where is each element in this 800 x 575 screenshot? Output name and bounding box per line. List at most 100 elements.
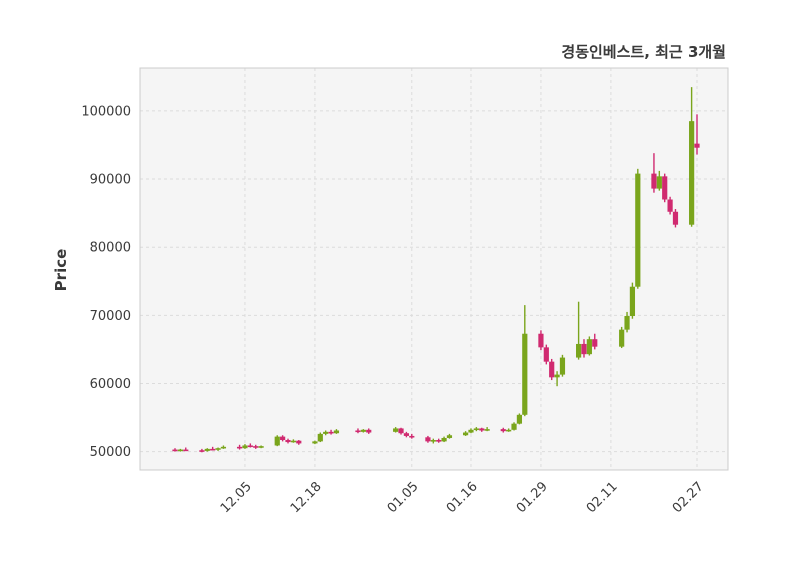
candle-body: [360, 429, 366, 432]
candle-up: [656, 170, 662, 191]
candle-down: [581, 339, 587, 358]
candle-down: [403, 431, 410, 438]
candle-up: [204, 448, 210, 452]
x-tick-label: 02.11: [584, 479, 621, 516]
candle-up: [473, 427, 479, 432]
candle-body: [312, 441, 318, 444]
candle-body: [403, 433, 410, 436]
candle-up: [619, 326, 625, 349]
candle-body: [462, 432, 469, 436]
candle-up: [312, 440, 318, 445]
candle-body: [592, 339, 598, 347]
candle-body: [543, 347, 549, 362]
candle-down: [425, 435, 431, 443]
candle-down: [355, 428, 361, 434]
candle-body: [409, 435, 415, 438]
candle-up: [629, 282, 636, 319]
candle-up: [258, 445, 264, 449]
candle-body: [204, 448, 210, 451]
candle-body: [236, 446, 243, 449]
candle-up: [559, 354, 566, 377]
candle-down: [296, 440, 302, 445]
candle-body: [662, 176, 668, 200]
candle-up: [468, 428, 474, 434]
candle-down: [183, 447, 189, 452]
candle-body: [586, 339, 592, 355]
candle-up: [576, 301, 582, 360]
candle-body: [479, 428, 485, 431]
candle-up: [333, 429, 340, 434]
candle-body: [506, 429, 512, 432]
candle-body: [484, 429, 490, 431]
candle-body: [333, 430, 340, 434]
candle-up: [177, 448, 183, 452]
candle-down: [328, 429, 334, 435]
candle-up: [441, 436, 447, 443]
candle-body: [355, 430, 361, 433]
y-tick-label: 80000: [90, 241, 131, 256]
candle-body: [366, 429, 372, 433]
candle-body: [296, 440, 302, 444]
candle-body: [290, 440, 296, 443]
x-tick-label: 01.05: [385, 479, 422, 516]
y-tick-label: 60000: [90, 377, 131, 392]
candle-down: [549, 358, 555, 381]
candle-body: [624, 316, 630, 330]
plot-border: [139, 67, 729, 471]
candle-body: [328, 431, 334, 434]
candle-body: [516, 414, 523, 424]
candle-body: [247, 445, 253, 448]
candle-down: [662, 173, 668, 203]
y-tick-label: 50000: [90, 445, 131, 460]
candle-body: [581, 343, 587, 355]
candle-body: [656, 176, 662, 189]
candle-body: [559, 357, 566, 375]
candle-body: [629, 286, 636, 317]
candle-body: [210, 448, 216, 451]
candle-body: [242, 445, 248, 449]
x-tick-label: 12.05: [218, 479, 255, 516]
x-tick-label: 12.18: [288, 479, 325, 516]
candle-body: [425, 437, 431, 442]
candle-body: [323, 431, 329, 434]
candle-down: [409, 433, 415, 439]
candle-down: [672, 209, 679, 228]
candle-down: [280, 435, 286, 442]
candle-up: [290, 439, 296, 443]
candle-down: [247, 443, 253, 448]
candle-down: [285, 438, 291, 444]
candle-down: [651, 153, 657, 193]
candle-body: [689, 121, 695, 225]
candle-body: [619, 329, 625, 347]
candle-down: [436, 438, 442, 443]
candle-up: [586, 336, 592, 356]
candle-body: [398, 428, 404, 434]
candle-down: [236, 444, 243, 450]
candle-up: [554, 371, 560, 387]
y-tick-label: 90000: [90, 173, 131, 188]
candle-down: [538, 330, 544, 351]
candle-down: [398, 427, 404, 435]
candle-body: [177, 449, 183, 452]
candle-up: [624, 311, 630, 333]
candle-body: [522, 333, 528, 415]
candle-body: [220, 446, 227, 449]
candle-down: [199, 448, 205, 453]
candle-down: [500, 427, 506, 433]
candle-up: [511, 422, 517, 431]
x-tick-label: 01.16: [444, 479, 481, 516]
candle-down: [172, 448, 178, 452]
plot-area-background: [140, 68, 728, 470]
chart-title: 경동인베스트, 최근 3개월: [561, 43, 726, 61]
candle-body: [274, 436, 280, 446]
candle-body: [446, 435, 453, 438]
candle-body: [511, 423, 517, 430]
candle-up: [323, 430, 329, 436]
candle-down: [667, 196, 673, 215]
candle-up: [215, 447, 221, 451]
candle-up: [430, 438, 436, 444]
candle-body: [317, 433, 323, 442]
candle-down: [366, 428, 372, 434]
candle-up: [522, 305, 528, 417]
